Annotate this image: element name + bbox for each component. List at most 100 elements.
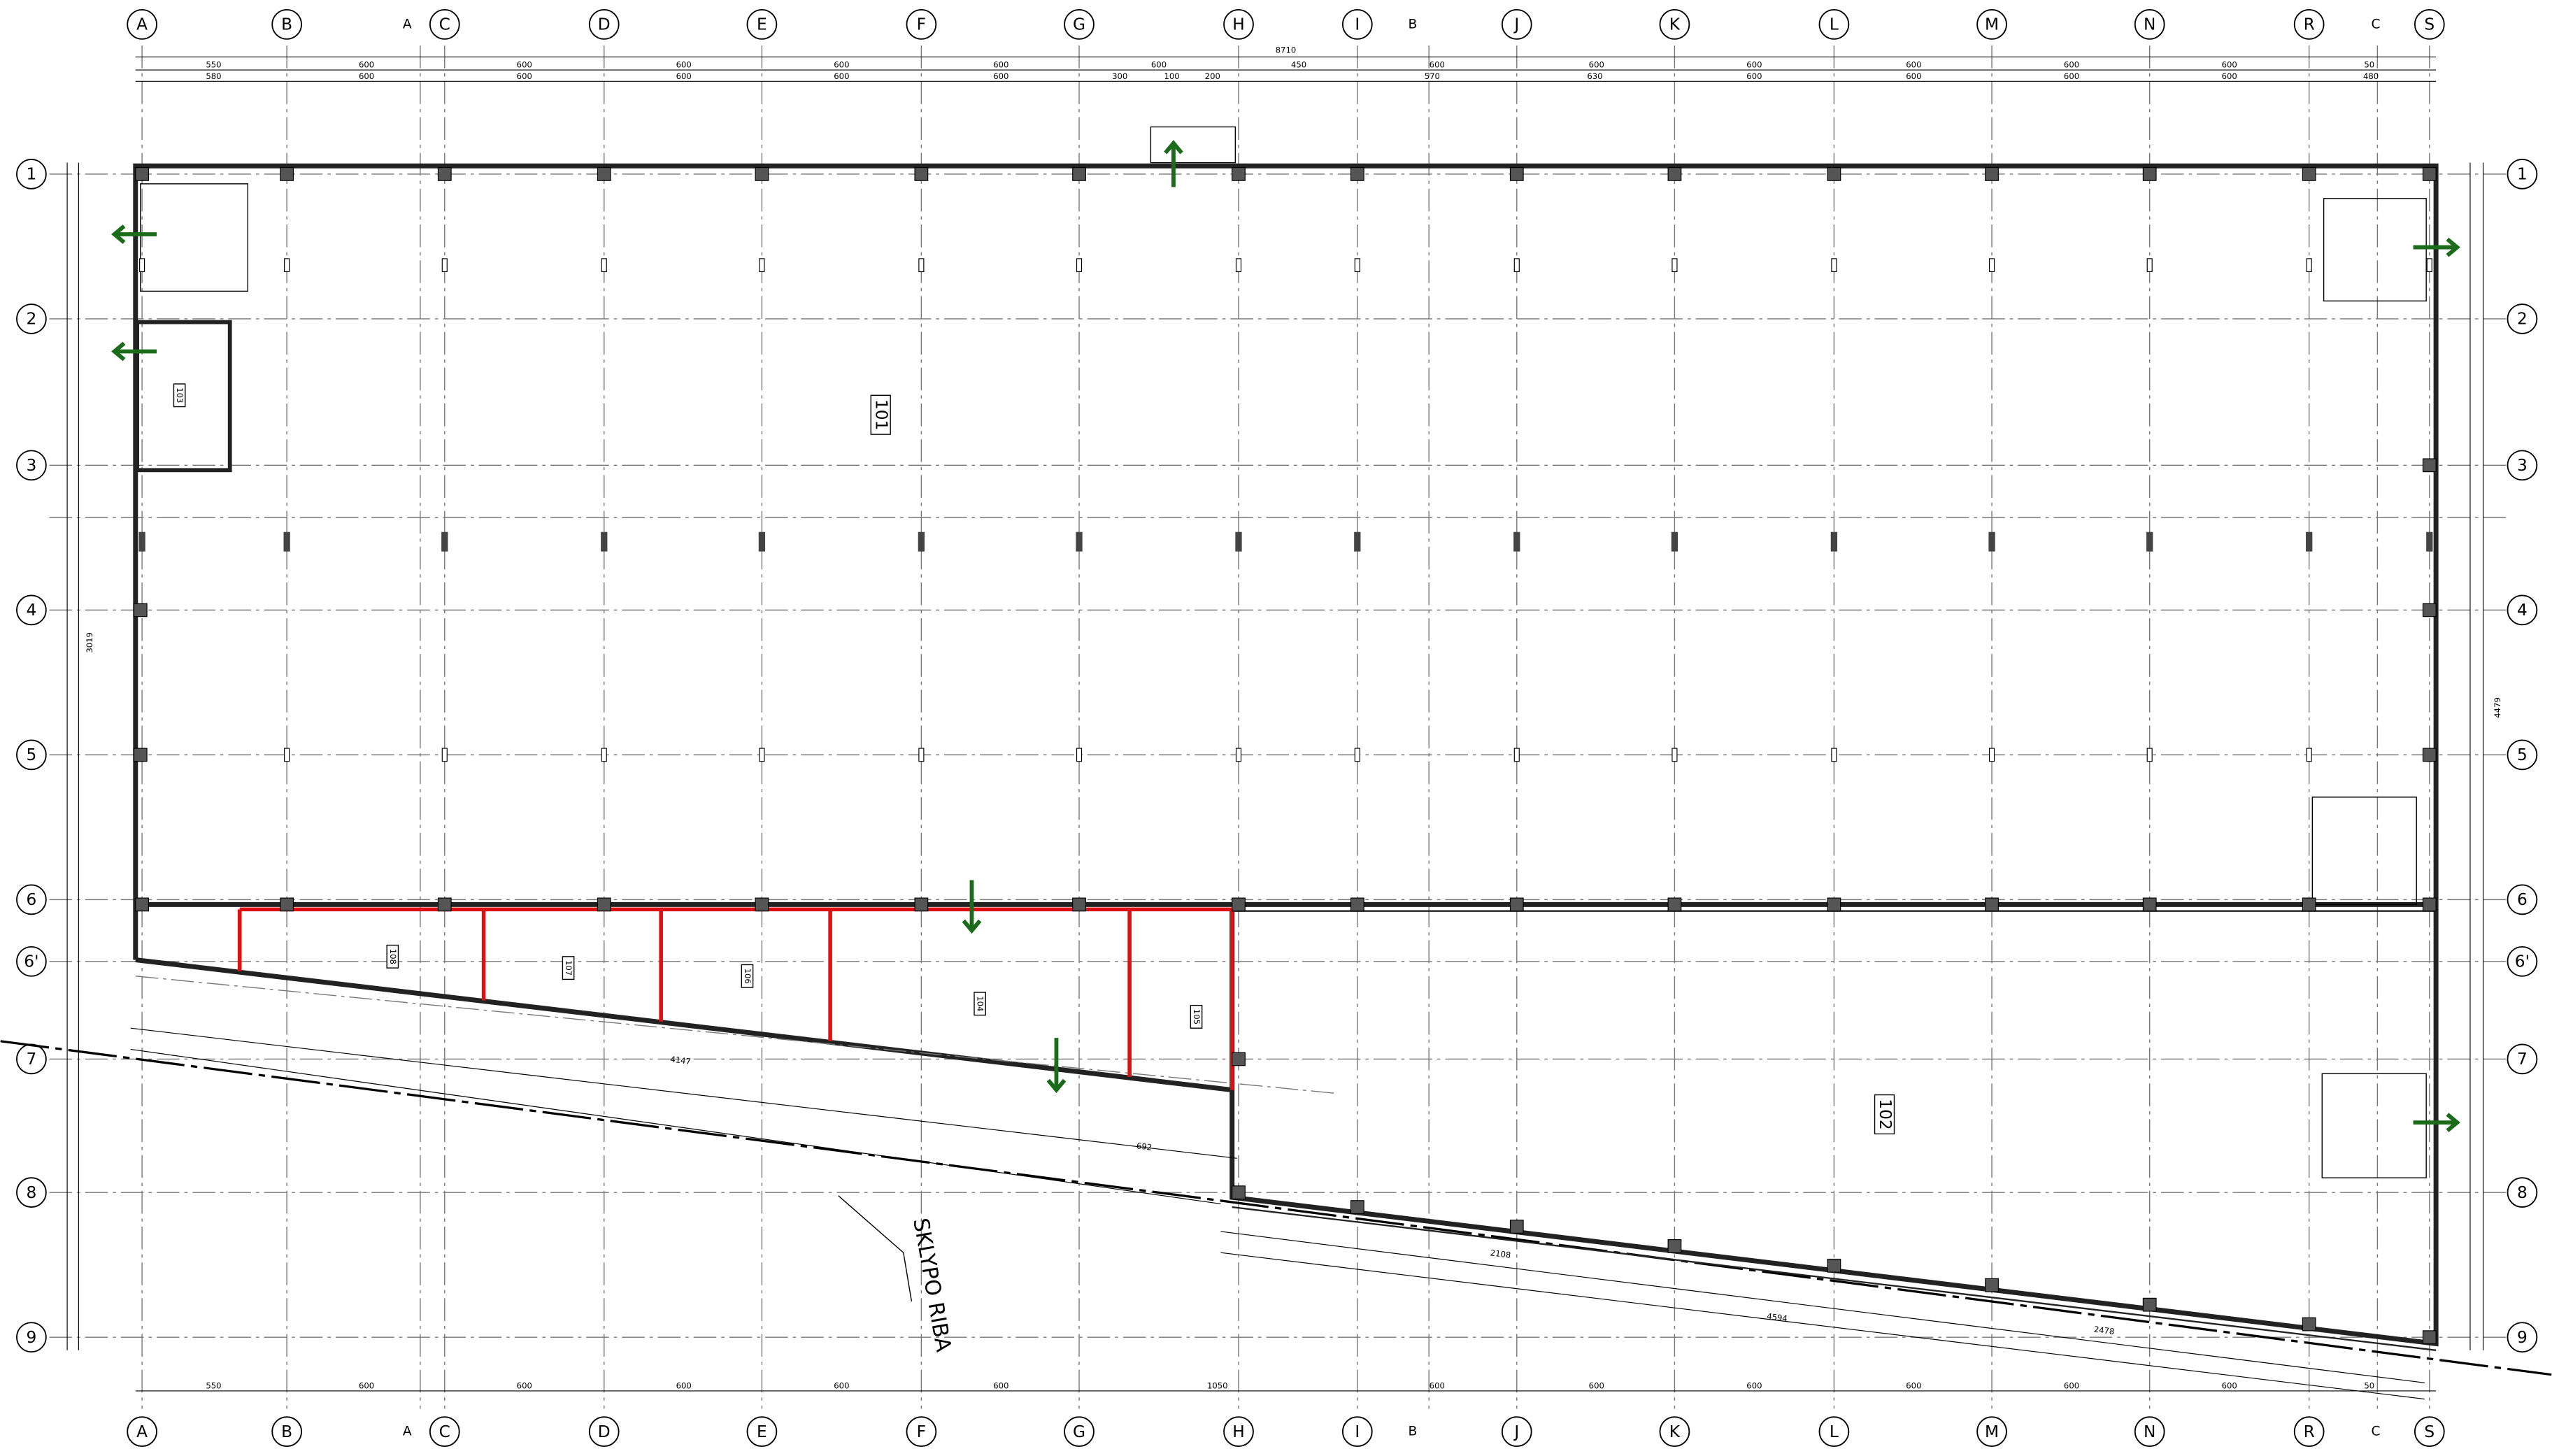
grid-bubble: [1818, 9, 1850, 40]
dim-text: 600: [2064, 1380, 2079, 1390]
dim-text: 570: [1425, 71, 1440, 81]
grid-bubble: [588, 1416, 620, 1447]
row-label: 9: [2517, 1328, 2528, 1347]
grid-bubble: [2507, 1043, 2538, 1075]
grid-bubble: [1064, 9, 1095, 40]
diagonal-dim: 692: [1136, 1141, 1153, 1152]
grid-bubble: [906, 1416, 937, 1447]
column: [1509, 1220, 1524, 1234]
grid-bubble: [906, 9, 937, 40]
column-label: D: [598, 15, 611, 34]
column: [597, 167, 611, 181]
dim-text: 630: [1587, 71, 1602, 81]
column-label: J: [1513, 15, 1519, 34]
section-mark: B: [1409, 17, 1418, 31]
exit-arrow-head: [2446, 1113, 2460, 1132]
fixture: [2321, 1073, 2427, 1178]
exit-arrow-head: [1046, 1078, 1067, 1094]
column-label: R: [2304, 1422, 2315, 1441]
pilaster: [139, 258, 145, 273]
stair: [1150, 126, 1236, 164]
row-label: 3: [27, 456, 37, 475]
diagonal-dim: 4147: [670, 1054, 692, 1066]
grid-bubble: [2507, 594, 2538, 626]
dim-text: 600: [1906, 71, 1921, 81]
dim-text: 600: [2222, 1380, 2237, 1390]
column-label: I: [1355, 1422, 1360, 1441]
grid-bubble: [16, 884, 47, 915]
dim-text: 50: [2364, 60, 2374, 70]
pilaster: [1671, 258, 1678, 273]
dim-text: 600: [993, 60, 1008, 70]
row-label: 1: [2517, 165, 2528, 184]
column-label: S: [2424, 1422, 2435, 1441]
row-label: 9: [27, 1328, 37, 1347]
dim-line: [130, 1027, 1237, 1159]
pilaster: [1076, 748, 1083, 762]
column: [1667, 897, 1682, 912]
room-tag: [1190, 1004, 1203, 1029]
column: [1827, 1258, 1841, 1273]
dim-text: 600: [1151, 60, 1167, 70]
pilaster: [1513, 748, 1520, 762]
dim-text: 600: [2222, 71, 2237, 81]
dim-text: 600: [1430, 60, 1445, 70]
dim-text: 600: [993, 71, 1008, 81]
pilaster: [441, 748, 448, 762]
grid-bubble: [746, 9, 778, 40]
grid-bubble: [1501, 1416, 1532, 1447]
dim-line: [1220, 1252, 2425, 1400]
column-label: A: [136, 1422, 148, 1441]
column: [2422, 603, 2437, 618]
sloped-wall: [135, 957, 1233, 1093]
column: [914, 167, 929, 181]
grid-bubble: [2507, 159, 2538, 190]
pilaster: [2426, 258, 2432, 273]
row-label: 7: [2517, 1050, 2528, 1069]
column: [280, 167, 294, 181]
dim-text: 600: [359, 1380, 374, 1390]
pilaster: [1354, 748, 1360, 762]
column: [283, 531, 290, 552]
grid-bubble: [271, 9, 303, 40]
row-label: 6: [27, 890, 37, 909]
room-number: 101: [872, 399, 891, 430]
plot-boundary-line: [0, 1040, 2552, 1376]
column: [1350, 897, 1364, 912]
column: [133, 748, 148, 762]
column: [597, 897, 611, 912]
column-label: B: [281, 15, 292, 34]
grid-bubble: [16, 450, 47, 481]
column: [2422, 1330, 2437, 1345]
column: [1072, 167, 1086, 181]
side-dim: 3019: [85, 632, 94, 653]
dim-line: [130, 1048, 1221, 1205]
column: [1232, 167, 1246, 181]
column-label: H: [1232, 1422, 1244, 1441]
dim-text: 600: [517, 1380, 532, 1390]
column-label: I: [1355, 15, 1360, 34]
grid-bubble: [16, 739, 47, 771]
column-label: A: [136, 15, 148, 34]
grid-bubble: [2414, 1416, 2445, 1447]
grid-bubble: [2507, 739, 2538, 771]
column: [755, 897, 769, 912]
column-label: J: [1513, 1422, 1519, 1441]
column: [1072, 897, 1086, 912]
column: [914, 897, 929, 912]
grid-bubble: [271, 1416, 303, 1447]
column-label: M: [1985, 1422, 1999, 1441]
pilaster: [759, 748, 765, 762]
grid-bubble: [2134, 1416, 2165, 1447]
grid-bubble: [16, 304, 47, 334]
pilaster: [1831, 748, 1837, 762]
column: [2302, 897, 2316, 912]
exit-arrow-head: [111, 224, 126, 244]
grid-bubble: [2293, 1416, 2325, 1447]
row-label: 8: [2517, 1183, 2528, 1202]
column: [2142, 1297, 2157, 1312]
room-tag: [974, 992, 986, 1016]
dim-text: 600: [1906, 60, 1921, 70]
section-mark: C: [2372, 1425, 2381, 1439]
